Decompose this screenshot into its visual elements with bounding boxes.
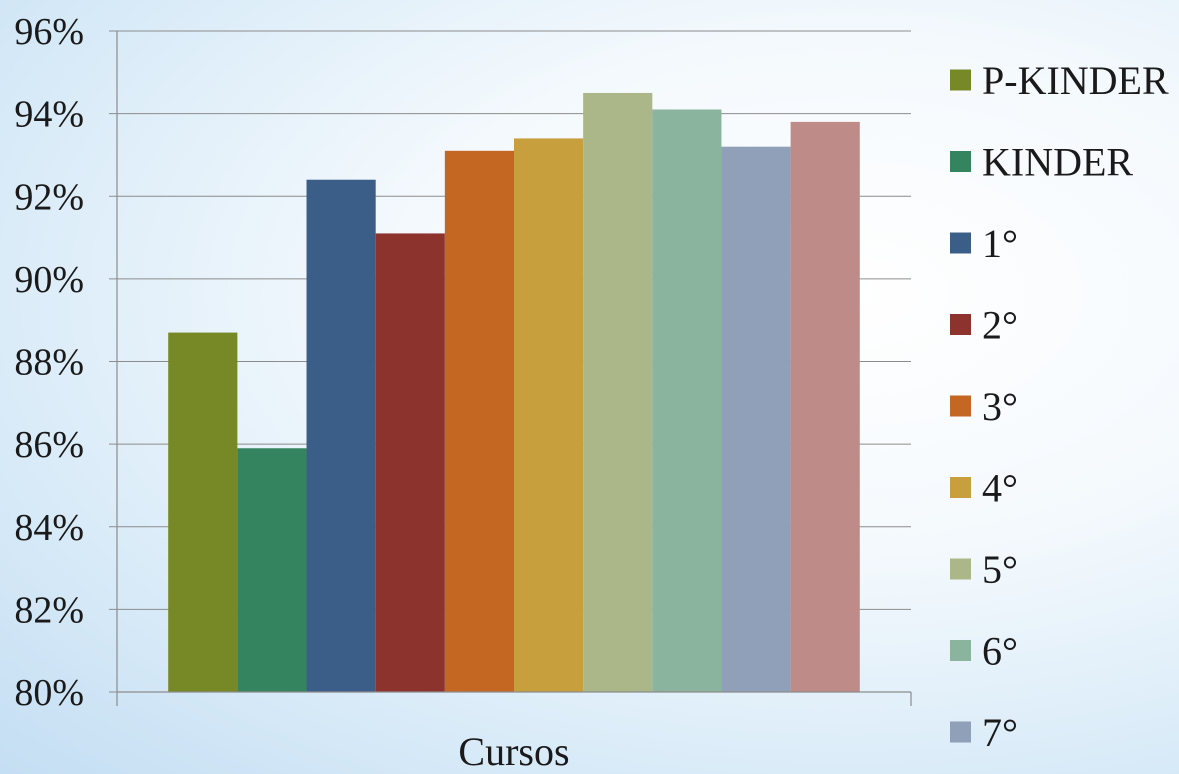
legend-swatch [950,395,971,417]
y-tick-label: 80% [14,672,84,714]
legend-swatch [950,477,971,498]
legend-swatch [950,151,971,172]
bar-1 [168,332,238,692]
legend: P-KINDER KINDER 1° 2° 3° 4° 5° 6° 7° [950,58,1169,755]
bar-4 [375,233,445,692]
legend-label: 4° [982,466,1018,511]
bar-6 [514,138,584,693]
legend-swatch [950,232,971,254]
legend-label: P-KINDER [982,58,1169,103]
bars [168,92,860,693]
y-tick-label: 92% [14,176,84,218]
legend-label: 1° [982,221,1018,266]
bar-2 [237,448,307,692]
legend-swatch [950,314,971,335]
legend-label: 3° [982,384,1018,429]
x-axis-title: Cursos [458,729,569,774]
y-tick-label: 96% [14,11,84,53]
legend-swatch [950,558,971,580]
legend-label: 6° [982,629,1018,674]
y-tick-label: 88% [14,342,84,384]
y-tick-label: 82% [14,589,84,631]
legend-label: 7° [982,710,1018,755]
legend-swatch [950,69,971,91]
legend-label: 5° [982,547,1018,592]
legend-label: 2° [982,303,1018,348]
bar-5 [444,150,514,692]
bar-8 [652,109,722,692]
y-tick-label: 94% [14,94,84,136]
legend-swatch [950,640,971,661]
y-tick-label: 84% [14,507,84,549]
y-tick-label: 90% [14,259,84,301]
legend-swatch [950,721,971,743]
y-tick-label: 86% [14,424,84,466]
bar-9 [721,146,791,693]
y-axis-tick-labels: 80% 82% 84% 86% 88% 90% 92% 94% 96% [14,11,84,714]
bar-3 [306,179,376,693]
bar-7 [583,92,653,692]
legend-label: KINDER [982,140,1133,185]
bar-10 [790,121,860,692]
